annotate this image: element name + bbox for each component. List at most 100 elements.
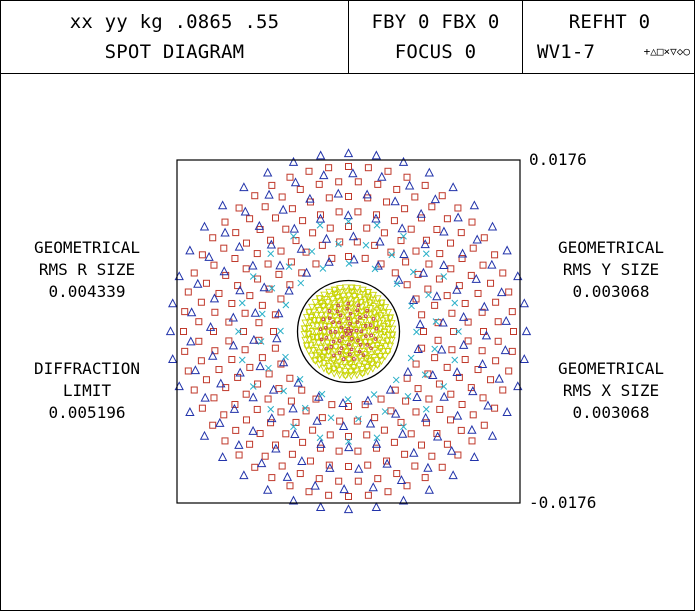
triangle-spot <box>479 301 489 311</box>
square-spot <box>261 203 269 211</box>
triangle-spot <box>394 274 404 284</box>
square-spot <box>505 367 513 375</box>
square-spot <box>480 421 488 429</box>
square-spot <box>397 237 405 245</box>
triangle-spot <box>452 284 462 294</box>
rms-y-value: 0.003068 <box>572 282 650 301</box>
triangle-spot <box>168 354 178 363</box>
square-spot <box>447 416 455 424</box>
circle-spot <box>316 295 323 302</box>
triangle-spot <box>339 484 349 494</box>
rms-r-size-label: GEOMETRICAL RMS R SIZE 0.004339 <box>19 237 155 303</box>
cross-spot <box>355 415 362 423</box>
circle-spot <box>374 326 379 331</box>
triangle-spot <box>249 334 259 344</box>
square-spot <box>436 405 444 413</box>
inverted-triangle-spot <box>305 347 313 356</box>
square-spot <box>277 247 285 255</box>
triangle-spot <box>494 373 504 383</box>
square-spot <box>464 318 472 326</box>
square-spot <box>474 366 482 374</box>
square-spot <box>433 430 441 438</box>
circle-spot <box>340 335 345 339</box>
square-spot <box>418 311 426 319</box>
inverted-triangle-spot <box>360 329 369 338</box>
square-spot <box>305 167 313 175</box>
square-spot <box>258 301 266 309</box>
inverted-triangle-spot <box>388 325 397 334</box>
square-spot <box>326 431 334 439</box>
triangle-spot <box>216 378 226 388</box>
triangle-spot <box>521 326 532 336</box>
square-spot <box>221 437 229 445</box>
square-spot <box>345 463 352 470</box>
inverted-triangle-spot <box>372 357 381 365</box>
square-spot <box>328 401 336 409</box>
circle-spot <box>347 342 351 347</box>
circle-spot <box>345 356 352 363</box>
inverted-triangle-spot <box>352 367 361 376</box>
inverted-triangle-spot <box>384 326 393 334</box>
circle-spot <box>347 368 354 375</box>
triangle-spot <box>418 267 429 277</box>
rms-r-value: 0.004339 <box>48 282 126 301</box>
circle-spot <box>328 330 333 334</box>
triangle-spot <box>296 243 307 253</box>
square-spot <box>254 380 262 388</box>
circle-spot <box>347 352 352 357</box>
square-spot <box>345 223 352 230</box>
circle-spot <box>348 284 355 291</box>
inverted-triangle-spot <box>335 306 344 314</box>
triangle-spot <box>234 241 245 251</box>
square-spot <box>457 229 465 237</box>
triangle-spot <box>316 438 326 448</box>
triangle-spot <box>215 417 225 427</box>
cross-spot <box>373 434 381 442</box>
triangle-spot <box>519 354 529 363</box>
triangle-spot <box>278 357 289 367</box>
circle-spot <box>369 346 373 350</box>
square-spot <box>401 205 409 213</box>
inverted-triangle-spot <box>373 295 382 303</box>
square-spot <box>181 308 189 316</box>
cross-spot <box>432 318 440 325</box>
square-spot <box>246 292 254 300</box>
triangle-spot <box>371 502 382 511</box>
inverted-triangle-spot <box>335 367 344 375</box>
square-spot <box>461 299 469 307</box>
inverted-triangle-spot <box>346 308 355 317</box>
circle-spot <box>365 293 372 300</box>
inverted-triangle-spot <box>366 351 375 360</box>
square-spot <box>251 463 259 471</box>
inverted-triangle-spot <box>351 342 360 351</box>
square-spot <box>235 451 243 459</box>
square-spot <box>222 384 230 392</box>
cross-spot <box>290 423 297 431</box>
triangle-spot <box>438 317 448 327</box>
cross-spot <box>257 338 265 345</box>
triangle-spot <box>424 484 434 494</box>
triangle-spot <box>310 480 320 490</box>
cross-spot <box>267 405 275 413</box>
triangle-spot <box>362 189 372 199</box>
square-spot <box>373 211 381 219</box>
square-spot <box>305 488 313 496</box>
inverted-triangle-spot <box>381 342 390 351</box>
circle-spot <box>312 357 319 364</box>
cross-spot <box>249 383 257 390</box>
square-spot <box>457 426 465 434</box>
square-spot <box>403 173 411 181</box>
inverted-triangle-spot <box>369 296 377 305</box>
triangle-spot <box>477 359 488 368</box>
cross-spot <box>280 387 288 395</box>
triangle-spot <box>259 282 269 292</box>
square-spot <box>234 373 242 381</box>
square-spot <box>454 204 462 212</box>
square-spot <box>363 431 371 439</box>
cross-spot <box>318 390 326 398</box>
triangle-spot <box>254 220 265 230</box>
square-spot <box>298 386 306 394</box>
diffraction-limit-label: DIFFRACTION LIMIT 0.005196 <box>19 358 155 424</box>
triangle-spot <box>349 254 359 264</box>
inverted-triangle-spot <box>324 363 333 371</box>
